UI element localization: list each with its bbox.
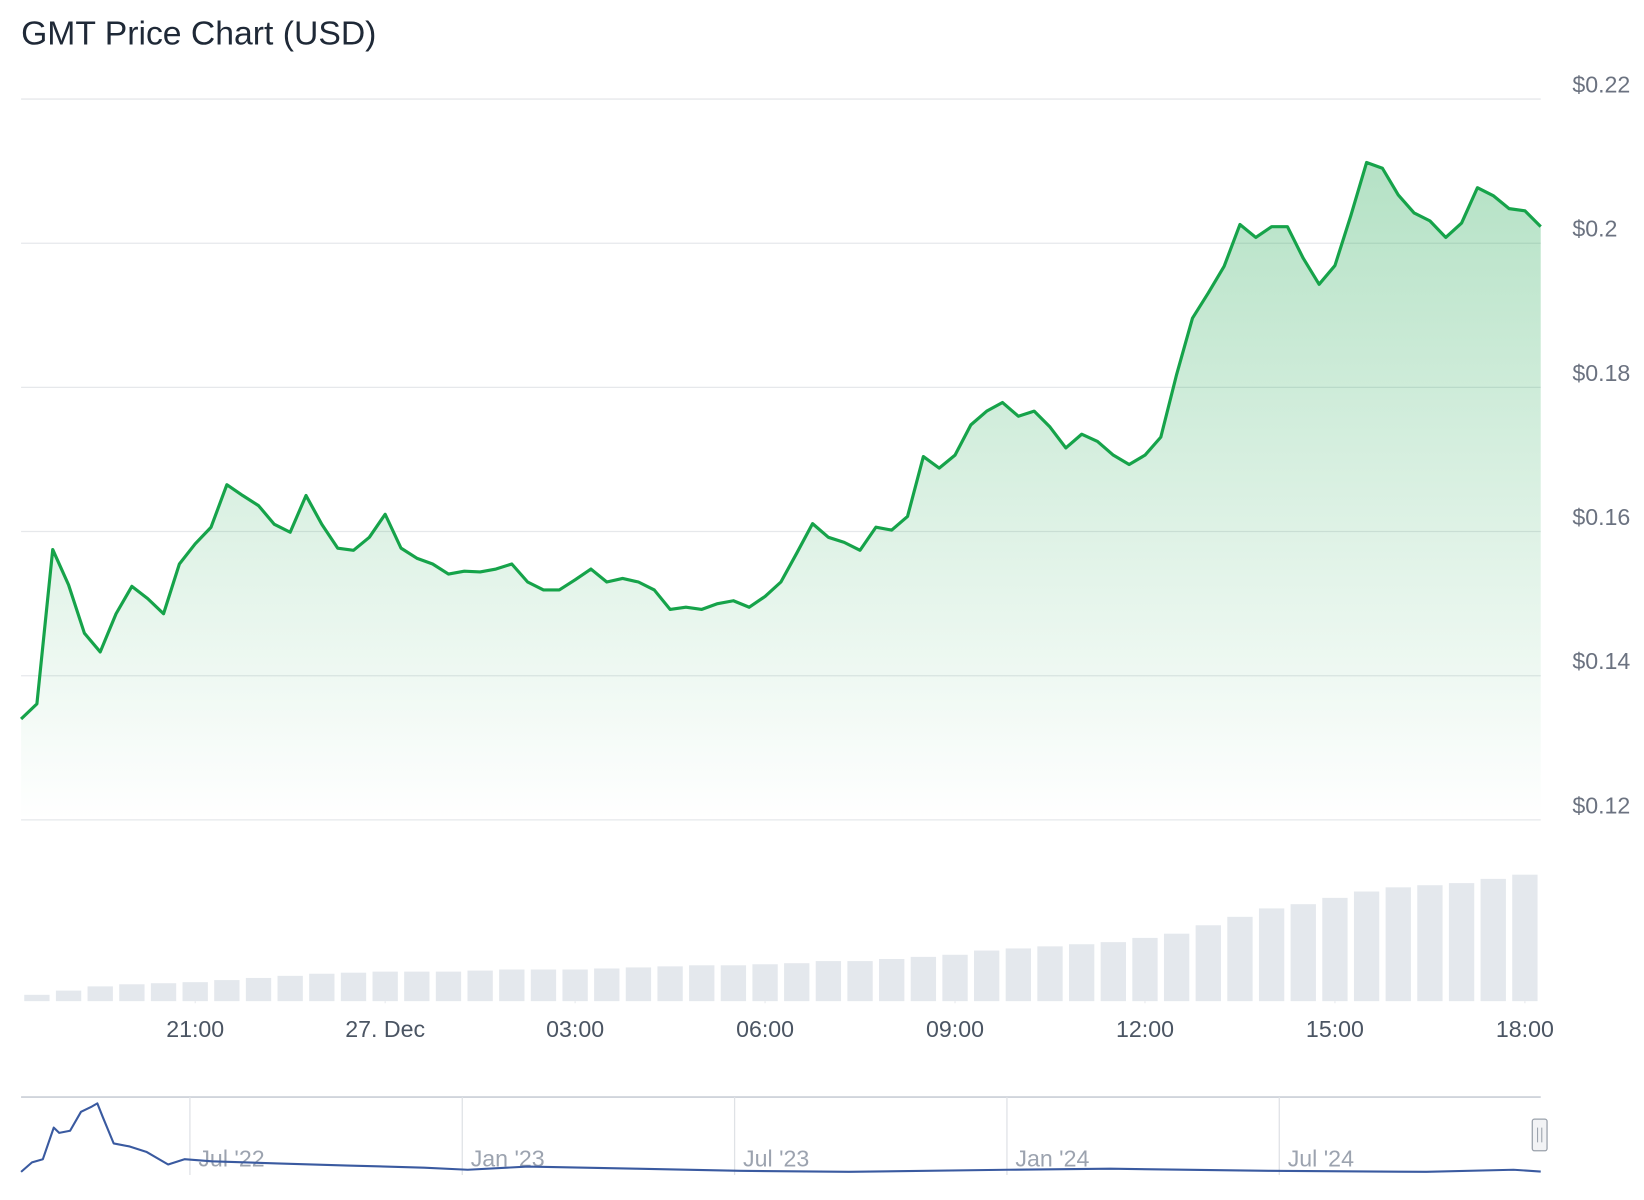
x-tick-label: 09:00	[926, 1016, 984, 1042]
volume-bar	[1195, 925, 1221, 1002]
x-tick-label: Jul '24	[1288, 1145, 1354, 1171]
plot-layer: $0.12 $0.14 $0.16 $0.18 $0.2 $0.22 21:00 27. De…	[19, 72, 1630, 1176]
x-tick-label: 12:00	[1116, 1016, 1174, 1042]
volume-bar	[847, 961, 873, 1002]
volume-bar	[942, 954, 968, 1002]
volume-bar	[467, 970, 493, 1002]
volume-bar	[24, 994, 50, 1002]
volume-bar	[182, 982, 208, 1002]
volume-bar	[784, 963, 810, 1002]
volume-bar	[625, 967, 652, 1002]
volume-bar	[879, 958, 905, 1002]
y-tick-label: $0.12	[1572, 792, 1630, 818]
volume-bar	[1353, 891, 1380, 1002]
volume-bar	[815, 961, 842, 1002]
line	[19, 160, 1542, 721]
volume-bar	[594, 968, 620, 1002]
x-tick-label: 06:00	[736, 1016, 794, 1042]
x-tick-label: 21:00	[166, 1016, 224, 1042]
navigator-handle[interactable]	[1531, 1118, 1548, 1152]
x-tick-label: 27. Dec	[345, 1016, 425, 1042]
x-tick-label: 18:00	[1496, 1016, 1554, 1042]
x-tick-label: Jan '24	[1015, 1145, 1089, 1171]
y-tick-label: $0.16	[1572, 504, 1630, 530]
volume-bar	[372, 971, 398, 1002]
volume-bar	[499, 969, 525, 1002]
volume-bar	[1290, 904, 1316, 1002]
x-tick-label: Jul '22	[198, 1145, 264, 1171]
volume-bar	[277, 975, 303, 1002]
x-tick-label: Jul '23	[743, 1145, 809, 1171]
volume-bar	[1258, 908, 1285, 1002]
volume-bar	[1163, 933, 1190, 1002]
volume-bar	[1322, 897, 1348, 1002]
volume-bar	[404, 971, 430, 1002]
y-tick-label: $0.22	[1572, 72, 1630, 98]
volume-bar	[1480, 878, 1506, 1002]
volume-bar	[562, 969, 588, 1002]
volume-bar	[119, 984, 145, 1002]
volume-bar	[309, 973, 335, 1002]
volume-bar	[1512, 874, 1538, 1002]
area	[21, 162, 1541, 820]
volume-bar	[55, 990, 82, 1002]
volume-bar	[1417, 885, 1443, 1002]
volume-bar	[689, 965, 715, 1002]
volume-bar	[657, 966, 683, 1002]
volume-bar	[1385, 887, 1411, 1002]
volume-bar	[1068, 944, 1095, 1002]
volume-bar	[1132, 937, 1158, 1002]
volume-bar	[245, 977, 272, 1002]
y-tick-label: $0.18	[1572, 360, 1630, 386]
chart-title: GMT Price Chart (USD)	[21, 15, 376, 53]
volume-bar	[340, 972, 367, 1002]
volume-bar	[214, 980, 240, 1002]
volume-bar	[1037, 946, 1063, 1002]
volume-bar	[435, 971, 462, 1002]
x-tick-label: 03:00	[546, 1016, 604, 1042]
volume-bar	[1100, 942, 1126, 1002]
y-tick-label: $0.2	[1572, 216, 1617, 242]
x-tick-label: 15:00	[1306, 1016, 1364, 1042]
volume-bar	[150, 983, 177, 1002]
volume-bar	[1448, 883, 1475, 1002]
volume-bar	[974, 950, 1000, 1002]
volume-bar	[1005, 948, 1032, 1002]
volume-bar	[87, 986, 113, 1002]
y-tick-label: $0.14	[1572, 648, 1630, 674]
volume-bar	[752, 964, 778, 1002]
volume-bar	[910, 956, 937, 1002]
line	[20, 1102, 1541, 1173]
volume-bar	[720, 965, 747, 1002]
volume-bar	[530, 969, 557, 1002]
volume-bar	[1227, 916, 1253, 1002]
